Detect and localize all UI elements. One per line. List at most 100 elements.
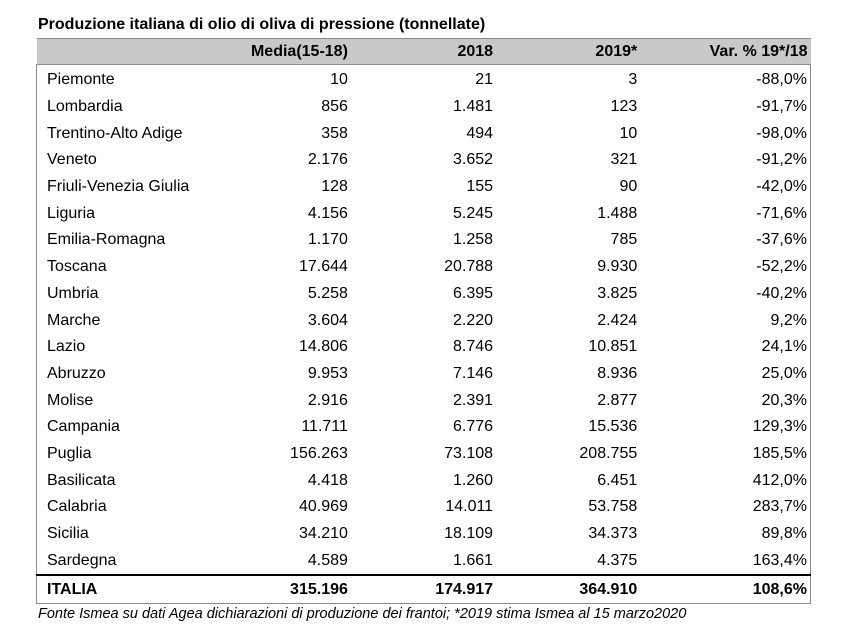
table-row: Piemonte 10 21 3 -88,0%: [35, 64, 812, 94]
value-2018-cell: 2.391: [453, 391, 494, 409]
total-media: 315.196: [226, 574, 348, 605]
header-row: Media(15-18) 2018 2019* Var. % 19*/18: [36, 38, 811, 65]
region-cell: Puglia: [35, 440, 227, 468]
variation-cell: -40,2%: [637, 280, 812, 308]
region-cell: Lombardia: [35, 93, 227, 121]
variation-cell: 24,1%: [637, 333, 812, 361]
table-row: Sardegna 4.589 1.661 4.375 163,4%: [35, 547, 812, 576]
production-table: Media(15-18) 2018 2019* Var. % 19*/18 Pi…: [35, 38, 812, 605]
value-2018-cell: 1.661: [453, 551, 494, 569]
variation-cell: -71,6%: [637, 200, 812, 228]
value-2018-cell: 73.108: [444, 444, 494, 462]
table-body: Piemonte 10 21 3 -88,0% Lombardia 856 1.481 123-…: [35, 64, 812, 576]
value-2019-cell: 1.488: [597, 204, 638, 222]
media-cell: 17.644: [298, 258, 348, 276]
variation-cell: 129,3%: [637, 413, 812, 441]
value-2019-cell: 2.877: [597, 391, 638, 409]
table-row: Liguria 4.156 5.245 1.488 -71,6%: [35, 200, 812, 228]
value-2018-cell: 5.245: [453, 204, 494, 222]
region-cell: Campania: [35, 413, 227, 441]
value-2019-cell: 53.758: [588, 498, 638, 516]
table-row: Veneto 2.176 3.652 321 -91,2%: [35, 147, 812, 174]
value-2018-cell: 18.109: [444, 525, 494, 543]
region-cell: Abruzzo: [35, 360, 227, 388]
variation-cell: 283,7%: [637, 494, 812, 521]
table-title: Produzione italiana di olio di oliva di …: [38, 16, 486, 33]
variation-cell: 412,0%: [637, 467, 812, 494]
value-2019-cell: 3.825: [597, 284, 638, 302]
value-2019-cell: 4.375: [597, 551, 638, 569]
variation-cell: -91,7%: [637, 93, 812, 121]
value-2019-cell: 34.373: [588, 525, 638, 543]
variation-cell: 20,3%: [637, 387, 812, 414]
media-cell: 2.176: [307, 151, 348, 169]
header-cell-2019: 2019*: [493, 38, 638, 65]
region-cell: Liguria: [35, 200, 227, 228]
value-2018-cell: 6.776: [453, 418, 494, 436]
region-cell: Sardegna: [35, 547, 227, 576]
variation-cell: 163,4%: [637, 547, 812, 576]
media-cell: 358: [321, 124, 348, 142]
value-2019-cell: 90: [619, 178, 638, 196]
value-2019-cell: 123: [610, 98, 638, 116]
total-label: ITALIA: [35, 574, 227, 605]
value-2018-cell: 1.258: [453, 231, 494, 249]
variation-cell: -88,0%: [637, 64, 812, 94]
region-cell: Veneto: [35, 147, 227, 174]
total-2018: 174.917: [347, 574, 494, 605]
value-2019-cell: 6.451: [597, 471, 638, 489]
source-note: Fonte Ismea su dati Agea dichiarazioni d…: [38, 606, 687, 622]
media-cell: 14.806: [298, 338, 348, 356]
media-cell: 2.916: [307, 391, 348, 409]
value-2018-cell: 2.220: [453, 311, 494, 329]
value-2018-cell: 1.481: [453, 98, 494, 116]
media-cell: 856: [321, 98, 348, 116]
value-2018-cell: 20.788: [444, 258, 494, 276]
media-cell: 156.263: [290, 444, 348, 462]
value-2019-cell: 3: [628, 71, 638, 89]
region-cell: Sicilia: [35, 520, 227, 548]
value-2019-cell: 208.755: [579, 444, 638, 462]
variation-cell: 185,5%: [637, 440, 812, 468]
value-2018-cell: 14.011: [445, 498, 494, 516]
table-row: Friuli-Venezia Giulia 128 155 90 -42,0%: [35, 173, 812, 201]
value-2019-cell: 15.536: [588, 418, 638, 436]
region-cell: Piemonte: [35, 64, 227, 94]
media-cell: 3.604: [307, 311, 348, 329]
value-2018-cell: 7.146: [453, 364, 494, 382]
variation-cell: -37,6%: [637, 227, 812, 254]
value-2019-cell: 785: [610, 231, 638, 249]
value-2019-cell: 8.936: [597, 364, 638, 382]
value-2018-cell: 6.395: [453, 284, 494, 302]
variation-cell: 9,2%: [637, 307, 812, 334]
variation-cell: -42,0%: [637, 173, 812, 201]
region-cell: Marche: [35, 307, 227, 334]
media-cell: 10: [330, 71, 348, 89]
region-cell: Basilicata: [35, 467, 227, 494]
table-row: Sicilia 34.210 18.109 34.373 89,8%: [35, 520, 812, 548]
table-row: Emilia-Romagna 1.170 1.258 785 -37,6%: [35, 227, 812, 254]
header-cell-region: [36, 38, 227, 65]
media-cell: 1.170: [307, 231, 348, 249]
table-row: Umbria 5.258 6.395 3.825 -40,2%: [35, 280, 812, 308]
table-row: Puglia 156.263 73.108 208.755 185,5%: [35, 440, 812, 468]
value-2018-cell: 8.746: [453, 338, 494, 356]
media-cell: 11.711: [301, 418, 348, 436]
total-row: ITALIA 315.196 174.917 364.910 108,6%: [35, 574, 812, 605]
media-cell: 9.953: [307, 364, 348, 382]
value-2019-cell: 2.424: [597, 311, 638, 329]
value-2019-cell: 9.930: [597, 258, 638, 276]
media-cell: 4.589: [307, 551, 348, 569]
value-2019-cell: 10: [619, 124, 638, 142]
value-2019-cell: 321: [610, 151, 638, 169]
table-row: Calabria 40.969 14.011 53.758 283,7%: [35, 494, 812, 521]
media-cell: 4.156: [307, 204, 348, 222]
variation-cell: -52,2%: [637, 253, 812, 281]
variation-cell: -98,0%: [637, 120, 812, 148]
region-cell: Umbria: [35, 280, 227, 308]
value-2018-cell: 1.260: [453, 471, 494, 489]
total-2019: 364.910: [493, 574, 638, 605]
media-cell: 34.210: [298, 525, 348, 543]
region-cell: Trentino-Alto Adige: [35, 120, 227, 148]
value-2018-cell: 3.652: [453, 151, 494, 169]
